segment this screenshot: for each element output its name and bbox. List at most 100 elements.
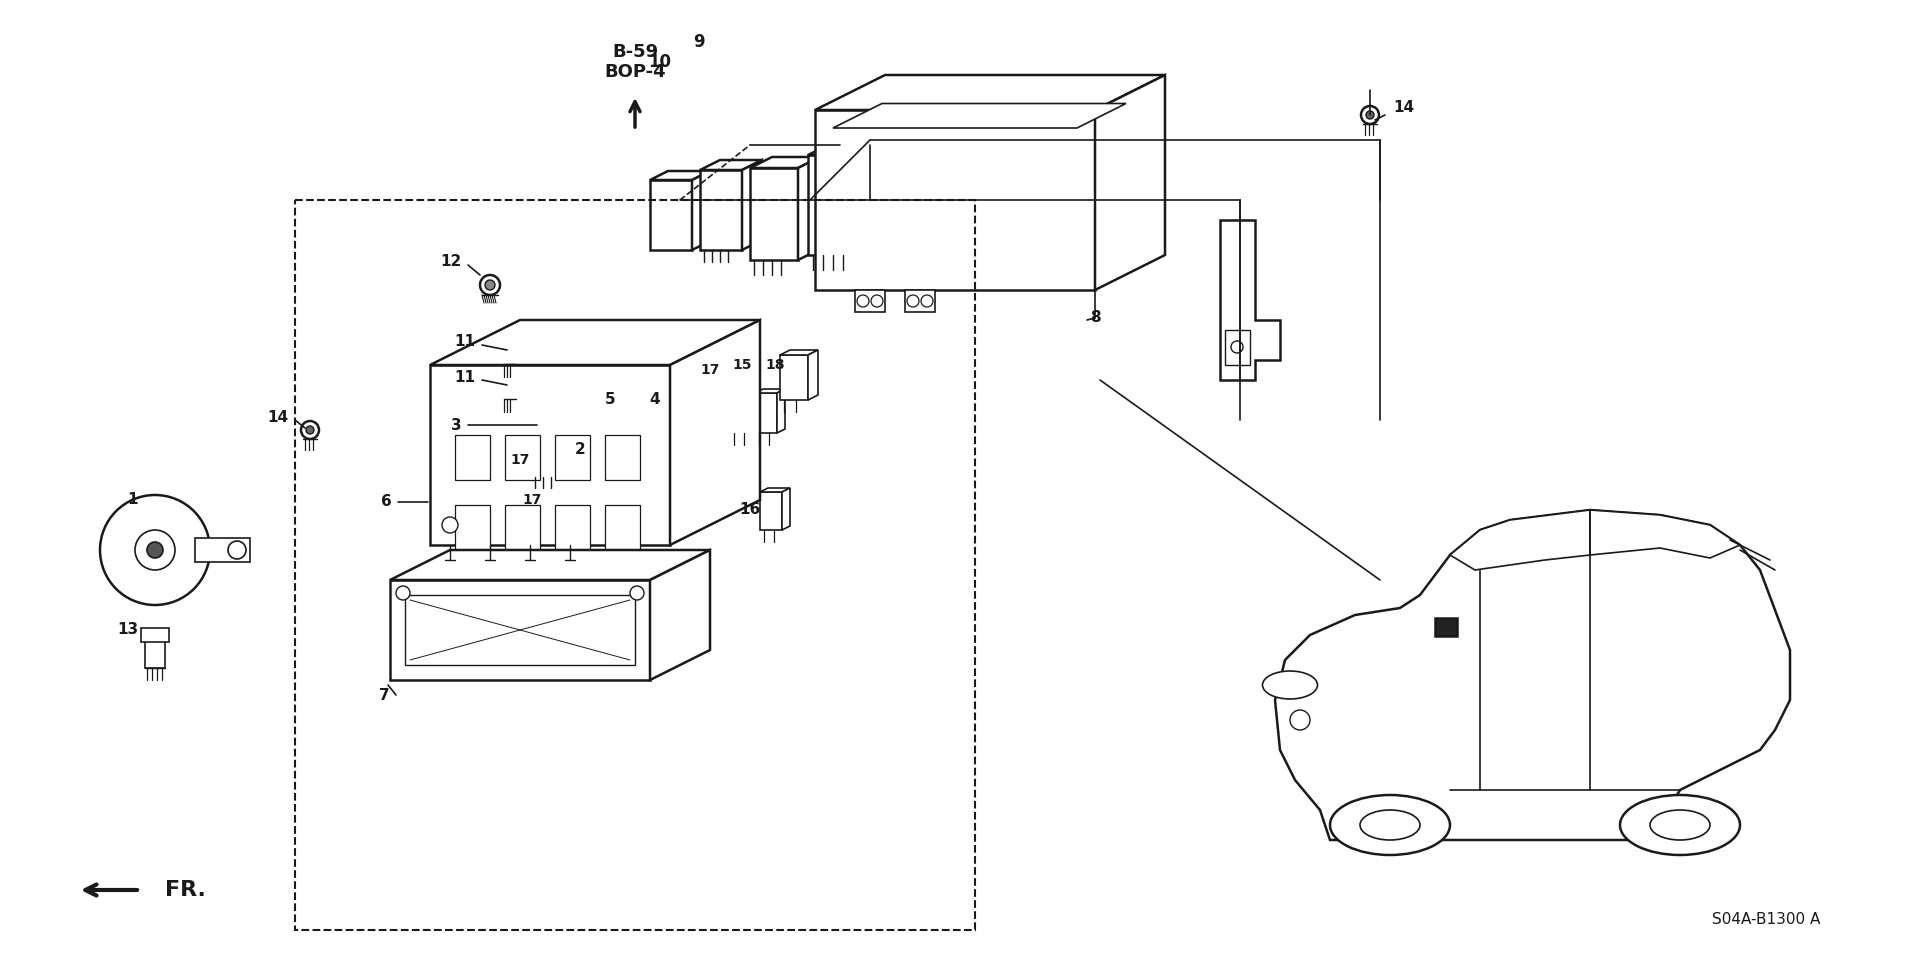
Polygon shape	[1450, 510, 1590, 570]
Text: 13: 13	[117, 622, 138, 638]
Polygon shape	[691, 171, 710, 250]
Polygon shape	[1590, 510, 1740, 558]
Polygon shape	[586, 395, 626, 450]
Text: 5: 5	[605, 392, 614, 408]
Polygon shape	[430, 365, 670, 545]
Bar	[718, 385, 741, 405]
Circle shape	[1231, 341, 1242, 353]
Circle shape	[100, 495, 209, 605]
Polygon shape	[833, 104, 1125, 128]
Text: 17: 17	[701, 363, 720, 377]
Polygon shape	[680, 379, 724, 385]
Text: S04A-B1300 A: S04A-B1300 A	[1711, 913, 1820, 927]
Polygon shape	[651, 550, 710, 680]
Bar	[505, 505, 540, 550]
Polygon shape	[755, 393, 778, 433]
Polygon shape	[904, 290, 935, 312]
Polygon shape	[639, 385, 672, 460]
Circle shape	[1290, 710, 1309, 730]
Bar	[405, 595, 636, 665]
Text: 3: 3	[451, 417, 463, 433]
Polygon shape	[586, 388, 639, 395]
Polygon shape	[781, 488, 789, 530]
Polygon shape	[701, 170, 741, 250]
Polygon shape	[755, 389, 785, 393]
Text: 15: 15	[732, 358, 753, 372]
Text: 16: 16	[739, 503, 760, 518]
Polygon shape	[651, 171, 710, 180]
Ellipse shape	[1331, 795, 1450, 855]
Ellipse shape	[1263, 671, 1317, 699]
Bar	[296, 200, 975, 930]
Circle shape	[301, 421, 319, 439]
Bar	[605, 435, 639, 480]
Bar	[643, 460, 653, 468]
Text: 11: 11	[453, 335, 474, 349]
Polygon shape	[751, 157, 820, 168]
Ellipse shape	[1620, 795, 1740, 855]
Polygon shape	[780, 355, 808, 400]
Bar	[684, 460, 693, 468]
Polygon shape	[196, 538, 250, 562]
Polygon shape	[808, 143, 883, 155]
Bar	[1434, 618, 1457, 636]
Text: 7: 7	[380, 688, 390, 703]
Polygon shape	[1275, 510, 1789, 840]
Polygon shape	[701, 160, 762, 170]
Polygon shape	[854, 290, 885, 312]
Text: 1: 1	[127, 493, 138, 507]
Bar	[505, 435, 540, 480]
Text: 17: 17	[511, 453, 530, 467]
Circle shape	[442, 517, 459, 533]
Polygon shape	[712, 379, 724, 460]
Circle shape	[305, 426, 315, 434]
Bar	[699, 460, 708, 468]
Ellipse shape	[1359, 810, 1421, 840]
Circle shape	[396, 586, 411, 600]
Polygon shape	[540, 410, 589, 445]
Bar	[140, 628, 169, 642]
Text: 2: 2	[574, 442, 586, 457]
Circle shape	[559, 424, 570, 436]
Polygon shape	[1219, 220, 1281, 380]
Text: 12: 12	[442, 254, 463, 269]
Polygon shape	[814, 75, 1165, 110]
Circle shape	[507, 351, 515, 359]
Circle shape	[480, 275, 499, 295]
Text: 14: 14	[1394, 101, 1415, 115]
Text: 11: 11	[453, 369, 474, 385]
Text: 9: 9	[693, 33, 705, 51]
Bar	[605, 505, 639, 550]
Polygon shape	[808, 155, 860, 255]
Text: FR.: FR.	[165, 880, 205, 900]
Circle shape	[501, 381, 518, 399]
Polygon shape	[672, 379, 684, 460]
Polygon shape	[626, 388, 639, 450]
Circle shape	[148, 542, 163, 558]
Polygon shape	[814, 110, 1094, 290]
Bar	[455, 435, 490, 480]
Polygon shape	[730, 389, 760, 393]
Bar	[530, 455, 559, 477]
Polygon shape	[751, 168, 799, 260]
Text: 17: 17	[522, 493, 541, 507]
Circle shape	[228, 541, 246, 559]
Circle shape	[630, 586, 643, 600]
Polygon shape	[639, 379, 684, 385]
Bar	[296, 200, 975, 930]
Polygon shape	[670, 320, 760, 545]
Text: 4: 4	[649, 392, 660, 408]
Text: B-59: B-59	[612, 43, 659, 61]
Circle shape	[134, 530, 175, 570]
Circle shape	[486, 280, 495, 290]
Polygon shape	[799, 157, 820, 260]
Bar	[659, 460, 668, 468]
Polygon shape	[730, 393, 753, 433]
Polygon shape	[651, 180, 691, 250]
Polygon shape	[778, 389, 785, 433]
Polygon shape	[1094, 75, 1165, 290]
Circle shape	[1361, 106, 1379, 124]
Text: 10: 10	[649, 53, 672, 71]
Bar	[146, 640, 165, 668]
Polygon shape	[741, 160, 762, 250]
